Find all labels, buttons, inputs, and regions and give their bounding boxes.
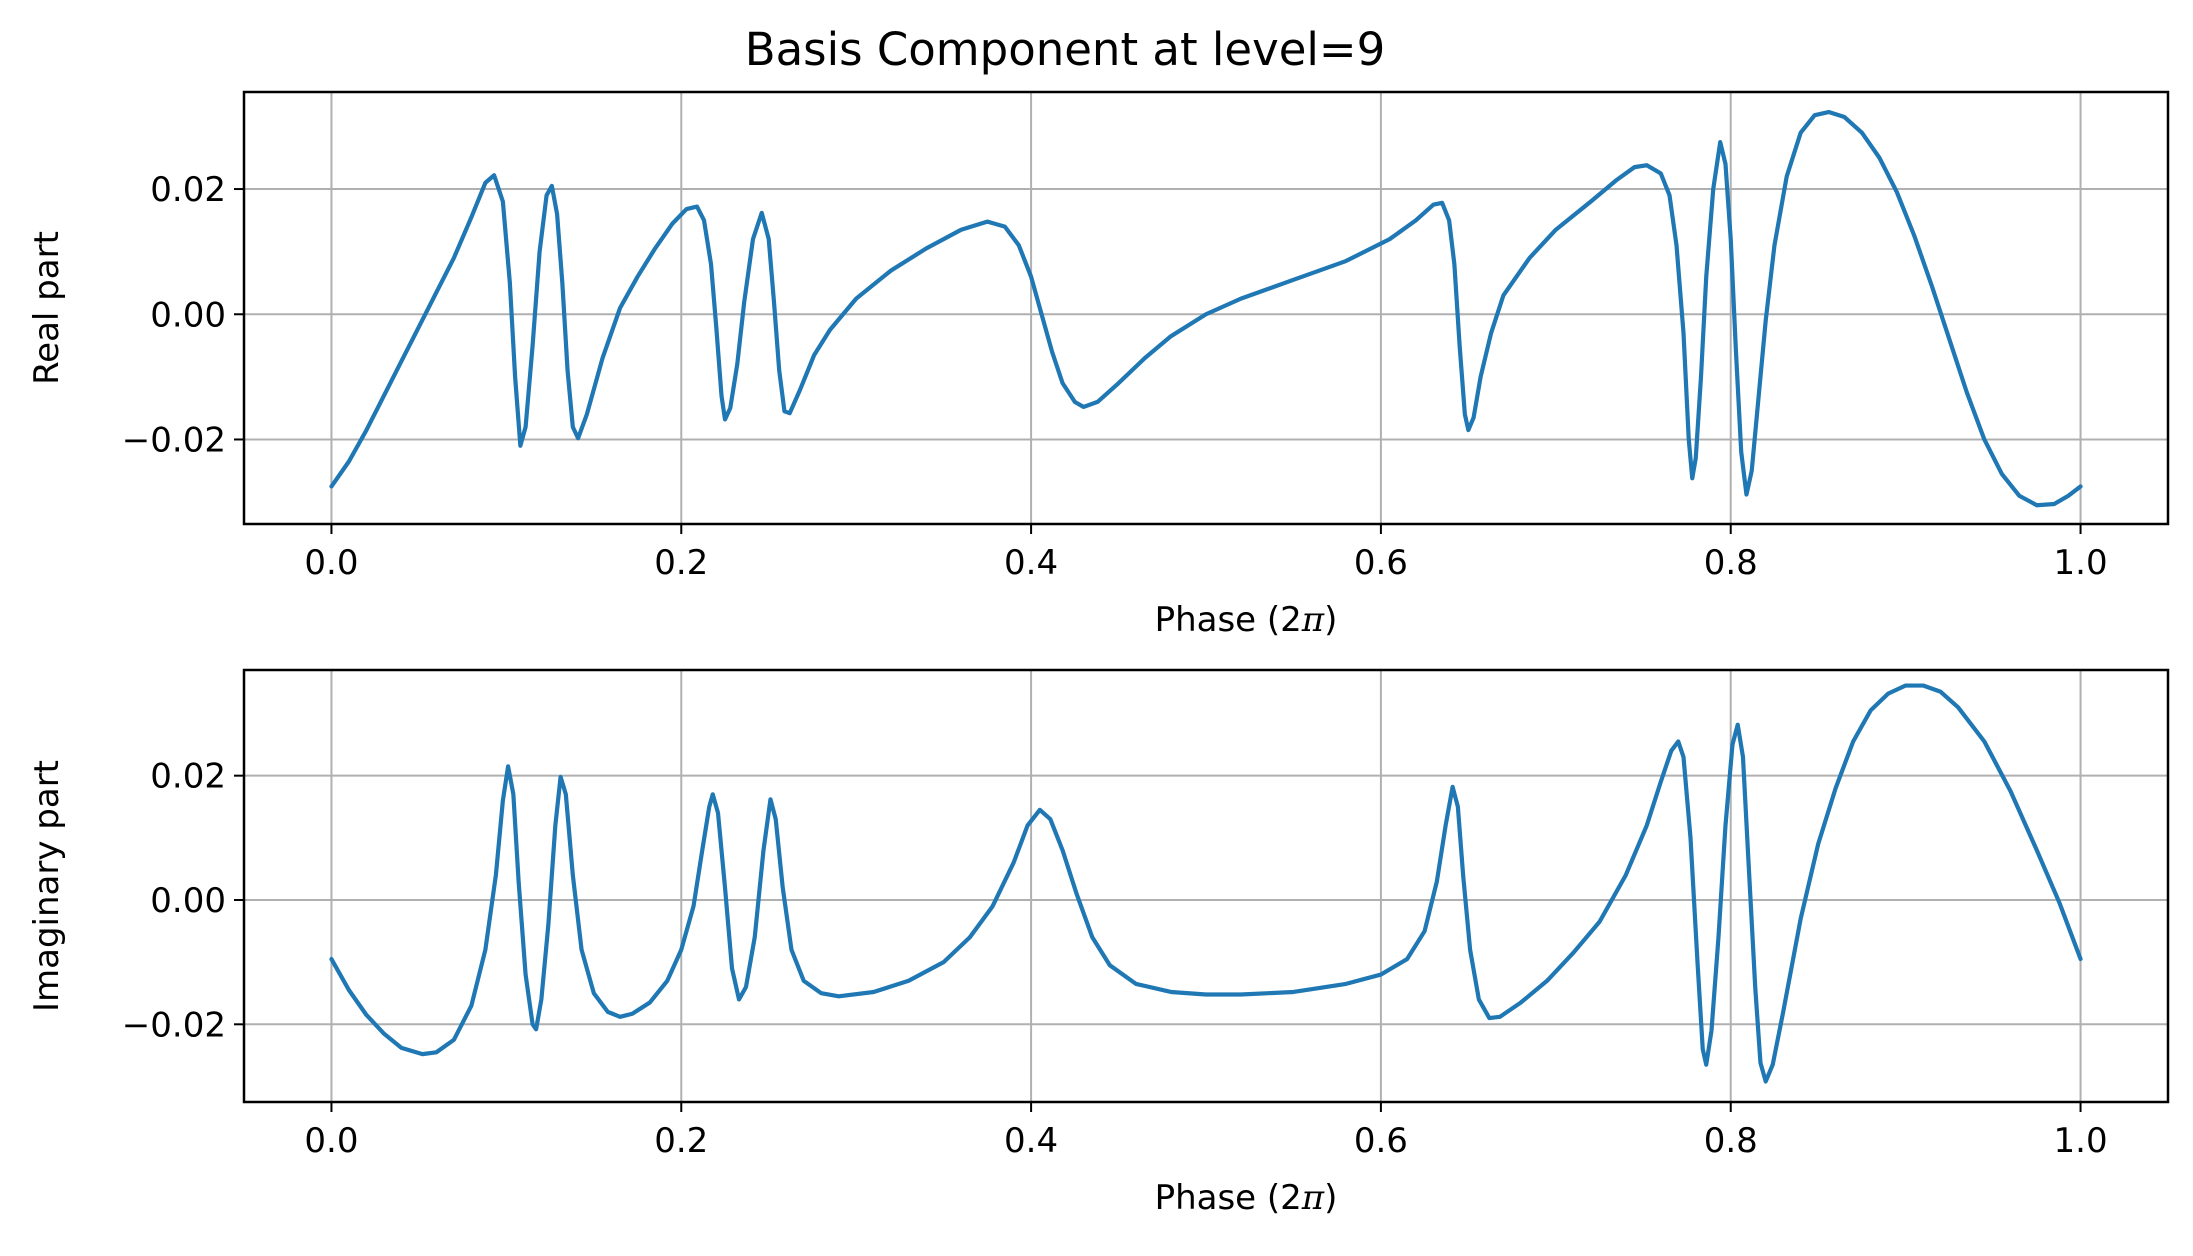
imag-series-line xyxy=(329,683,2083,1084)
y-tick-label: 0.02 xyxy=(150,757,226,797)
x-axis-label: Phase (2π) xyxy=(1155,600,1338,640)
x-axis-label-text: Phase (2 xyxy=(1155,1178,1302,1218)
pi-symbol: π xyxy=(1301,1178,1325,1218)
x-tick-label: 0.2 xyxy=(654,543,708,583)
x-tick-label: 0.8 xyxy=(1704,1121,1758,1161)
x-tick-label: 1.0 xyxy=(2054,543,2108,583)
x-axis-label-end: ) xyxy=(1324,1178,1337,1218)
y-tick-label: 0.00 xyxy=(150,881,226,921)
x-axis-label-text: Phase (2 xyxy=(1155,600,1302,640)
x-tick-label: 0.2 xyxy=(654,1121,708,1161)
x-tick-label: 0.8 xyxy=(1704,543,1758,583)
x-tick-label: 0.0 xyxy=(304,1121,358,1161)
chart-title: Basis Component at level=9 xyxy=(745,23,1386,76)
real-part-axes: 0.0 0.2 0.4 0.6 0.8 1.0 −0.02 0.00 0.02 Phase (2π… xyxy=(27,90,2170,640)
x-axis-label: Phase (2π) xyxy=(1155,1178,1338,1218)
y-tick-label: 0.02 xyxy=(150,170,226,210)
y-tick-label: 0.00 xyxy=(150,295,226,335)
imaginary-part-axes: 0.0 0.2 0.4 0.6 0.8 1.0 −0.02 0.00 0.02 Phase (2π… xyxy=(27,668,2170,1218)
x-tick-label: 0.4 xyxy=(1004,1121,1058,1161)
y-tick-label: −0.02 xyxy=(122,1005,226,1045)
x-tick-label: 0.6 xyxy=(1354,543,1408,583)
y-axis-label: Real part xyxy=(27,231,67,385)
x-tick-label: 0.6 xyxy=(1354,1121,1408,1161)
x-tick-label: 1.0 xyxy=(2054,1121,2108,1161)
axes-frame xyxy=(242,90,2170,526)
real-series-line xyxy=(329,109,2083,508)
y-axis-label: Imaginary part xyxy=(27,760,67,1012)
axes-frame xyxy=(242,668,2170,1104)
x-tick-label: 0.0 xyxy=(304,543,358,583)
pi-symbol: π xyxy=(1301,600,1325,640)
x-axis-label-end: ) xyxy=(1324,600,1337,640)
x-tick-label: 0.4 xyxy=(1004,543,1058,583)
y-tick-label: −0.02 xyxy=(122,420,226,460)
